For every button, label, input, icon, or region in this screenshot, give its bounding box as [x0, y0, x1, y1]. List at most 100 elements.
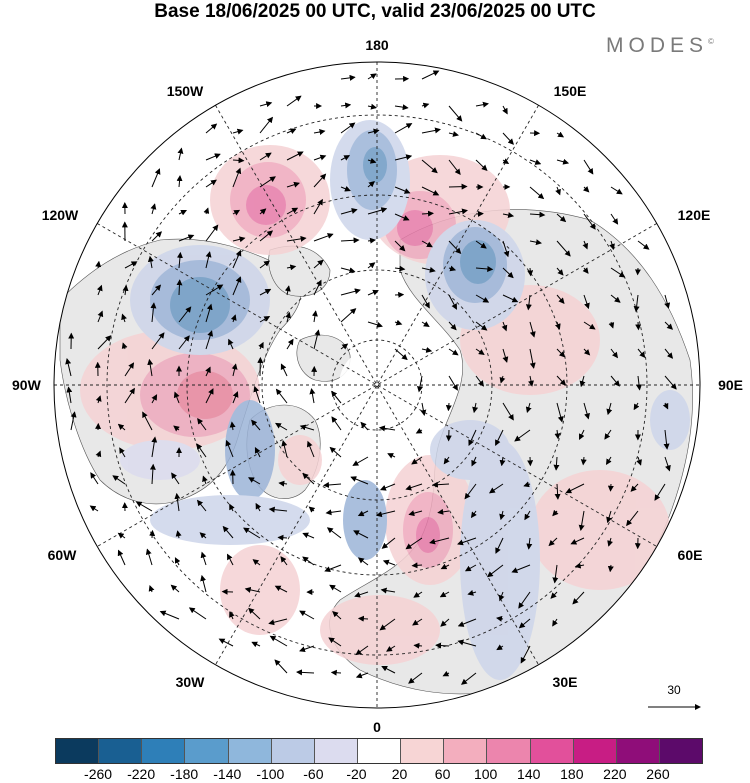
- wind-arrow: [523, 481, 531, 488]
- wind-arrow: [488, 483, 504, 494]
- wind-arrow: [475, 375, 484, 387]
- wind-arrow: [448, 240, 462, 255]
- wind-arrow: [486, 564, 504, 578]
- negative-anomaly-mid-atlantic: [120, 440, 200, 480]
- wind-arrow: [196, 499, 207, 512]
- wind-arrow: [472, 402, 479, 414]
- wind-arrow: [259, 260, 271, 269]
- wind-arrow: [412, 618, 423, 626]
- wind-arrow: [439, 591, 450, 598]
- colorbar-swatch: [56, 739, 100, 763]
- wind-arrow: [408, 672, 423, 684]
- wind-arrow: [394, 240, 406, 252]
- wind-arrow: [357, 615, 369, 622]
- wind-arrow: [556, 158, 570, 165]
- wind-arrow: [499, 456, 506, 467]
- wind-arrow: [95, 260, 102, 269]
- wind-arrow: [353, 530, 369, 539]
- wind-arrow: [340, 102, 352, 109]
- wind-arrow: [259, 208, 267, 215]
- wind-arrow: [232, 128, 244, 135]
- wind-arrow: [170, 584, 180, 593]
- wind-arrow: [448, 321, 457, 331]
- wind-arrow: [258, 341, 264, 350]
- wind-arrow: [367, 237, 376, 244]
- wind-arrow: [429, 537, 450, 545]
- wind-arrow: [435, 642, 450, 649]
- wind-arrow: [529, 321, 536, 338]
- lon-label-180: 180: [365, 37, 389, 53]
- wind-arrow: [636, 456, 642, 466]
- wind-arrow: [375, 510, 396, 518]
- negative-anomaly-kara: [430, 420, 510, 480]
- wind-arrow: [475, 321, 488, 331]
- wind-arrow: [529, 211, 546, 218]
- wind-arrow: [232, 209, 241, 216]
- wind-arrow: [174, 557, 181, 566]
- wind-arrow: [205, 153, 221, 161]
- wind-arrow: [606, 402, 613, 416]
- wind-arrow: [470, 510, 477, 519]
- wind-arrow: [413, 591, 423, 598]
- wind-arrow: [205, 179, 217, 188]
- wind-arrow: [421, 102, 430, 109]
- wind-arrow: [556, 131, 565, 138]
- alaska-land: [268, 245, 331, 297]
- colorbar-swatch: [228, 739, 272, 763]
- colorbar-tick-label: -140: [213, 766, 242, 782]
- colorbar-swatch: [659, 739, 703, 763]
- wind-arrow: [97, 310, 104, 323]
- wind-arrow: [274, 585, 288, 593]
- wind-arrow: [633, 294, 640, 313]
- wind-arrow: [330, 669, 342, 676]
- wind-arrow: [232, 157, 245, 164]
- wind-arrow: [556, 213, 567, 223]
- wind-arrow: [518, 591, 531, 609]
- wind-arrow: [607, 537, 613, 547]
- wind-arrow: [274, 659, 288, 674]
- wind-arrow: [421, 186, 440, 196]
- wind-arrow: [475, 240, 487, 249]
- wind-arrow: [268, 618, 288, 626]
- wind-arrow: [311, 310, 318, 323]
- wind-arrow: [475, 294, 490, 303]
- wind-arrow: [151, 332, 165, 350]
- wind-arrow: [149, 529, 156, 539]
- wind-arrow: [394, 348, 408, 361]
- wind-arrow: [200, 574, 207, 593]
- wind-arrow: [112, 475, 126, 485]
- colorbar-tick-label: -180: [170, 766, 199, 782]
- wind-arrow: [218, 638, 234, 647]
- wind-arrow: [635, 321, 642, 331]
- wind-arrow: [174, 492, 181, 512]
- wind-arrow: [502, 294, 519, 303]
- wind-arrow: [313, 279, 322, 296]
- wind-arrow: [514, 429, 531, 442]
- wind-arrow: [583, 213, 596, 230]
- wind-arrow: [324, 564, 342, 573]
- wind-arrow: [606, 510, 612, 524]
- wind-arrow: [583, 159, 594, 175]
- wind-arrow: [340, 122, 356, 134]
- wind-arrow: [457, 639, 477, 647]
- wind-arrow: [340, 74, 356, 81]
- wind-arrow: [548, 537, 558, 547]
- wind-arrow: [313, 198, 323, 215]
- wind-arrow: [70, 411, 77, 431]
- wind-arrow: [610, 348, 619, 359]
- wind-arrow: [355, 672, 369, 679]
- wind-arrow: [381, 537, 396, 549]
- wind-arrow: [554, 483, 561, 500]
- wind-arrow: [232, 391, 239, 404]
- wind-arrow: [607, 564, 614, 573]
- wind-arrow: [440, 618, 450, 627]
- wind-arrow: [421, 127, 441, 134]
- wind-arrow: [124, 387, 135, 404]
- wind-arrow: [475, 348, 485, 355]
- wind-arrow: [605, 456, 612, 466]
- wind-arrow: [65, 358, 72, 377]
- wind-arrow: [461, 672, 477, 685]
- wind-arrow: [582, 267, 589, 274]
- wind-arrow: [248, 607, 261, 620]
- wind-arrow: [313, 173, 327, 188]
